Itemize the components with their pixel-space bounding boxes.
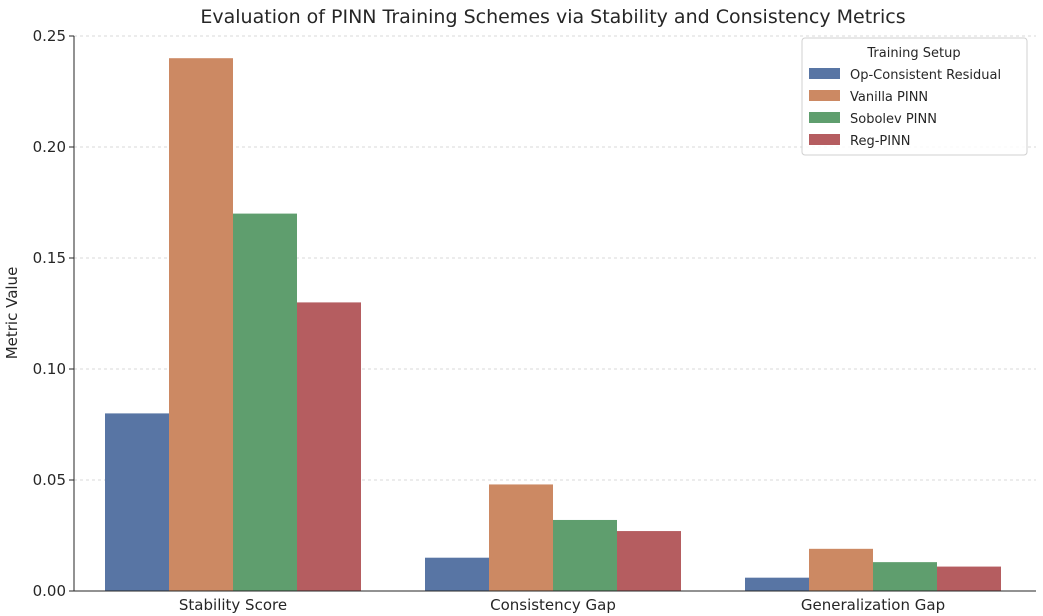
axes	[73, 36, 1036, 592]
y-axis-label: Metric Value	[3, 267, 21, 360]
legend-label: Op-Consistent Residual	[850, 68, 1001, 83]
x-tick-labels: Stability Score Consistency Gap Generaliza…	[179, 596, 945, 614]
legend-title: Training Setup	[866, 46, 960, 61]
y-tick-labels: 0.00 0.05 0.10 0.15 0.20 0.25	[33, 27, 74, 600]
x-tick-label: Stability Score	[179, 596, 287, 614]
bars	[105, 58, 1001, 591]
chart-title: Evaluation of PINN Training Schemes via …	[200, 6, 905, 28]
bar	[553, 519, 617, 591]
legend-box	[801, 37, 1028, 156]
legend-swatch	[809, 112, 840, 123]
bar	[745, 577, 809, 591]
legend-swatch	[809, 134, 840, 145]
bar	[105, 413, 169, 591]
y-tick-label: 0.10	[33, 360, 66, 378]
y-tick-label: 0.05	[33, 471, 66, 489]
legend-items: Op-Consistent Residual Vanilla PINN Sobole…	[809, 68, 1001, 149]
bar	[489, 484, 553, 591]
legend-label: Vanilla PINN	[850, 90, 928, 105]
y-tick-label: 0.15	[33, 249, 66, 267]
y-tick-label: 0.25	[33, 27, 66, 45]
legend-label: Sobolev PINN	[850, 112, 937, 127]
bar	[873, 562, 937, 591]
legend: Training Setup Op-Consistent Residual Van…	[801, 37, 1028, 156]
bar	[617, 531, 681, 591]
y-tick-label: 0.00	[33, 582, 66, 600]
x-tick-label: Consistency Gap	[490, 596, 616, 614]
x-tick-label: Generalization Gap	[801, 596, 945, 614]
gridlines	[74, 35, 1036, 481]
bar	[809, 548, 873, 591]
y-tick-label: 0.20	[33, 138, 66, 156]
bar	[233, 213, 297, 591]
bar	[297, 302, 361, 591]
bar	[425, 557, 489, 591]
legend-swatch	[809, 90, 840, 101]
bar	[937, 566, 1001, 591]
legend-label: Reg-PINN	[850, 134, 911, 149]
bar	[169, 58, 233, 591]
legend-swatch	[809, 68, 840, 79]
